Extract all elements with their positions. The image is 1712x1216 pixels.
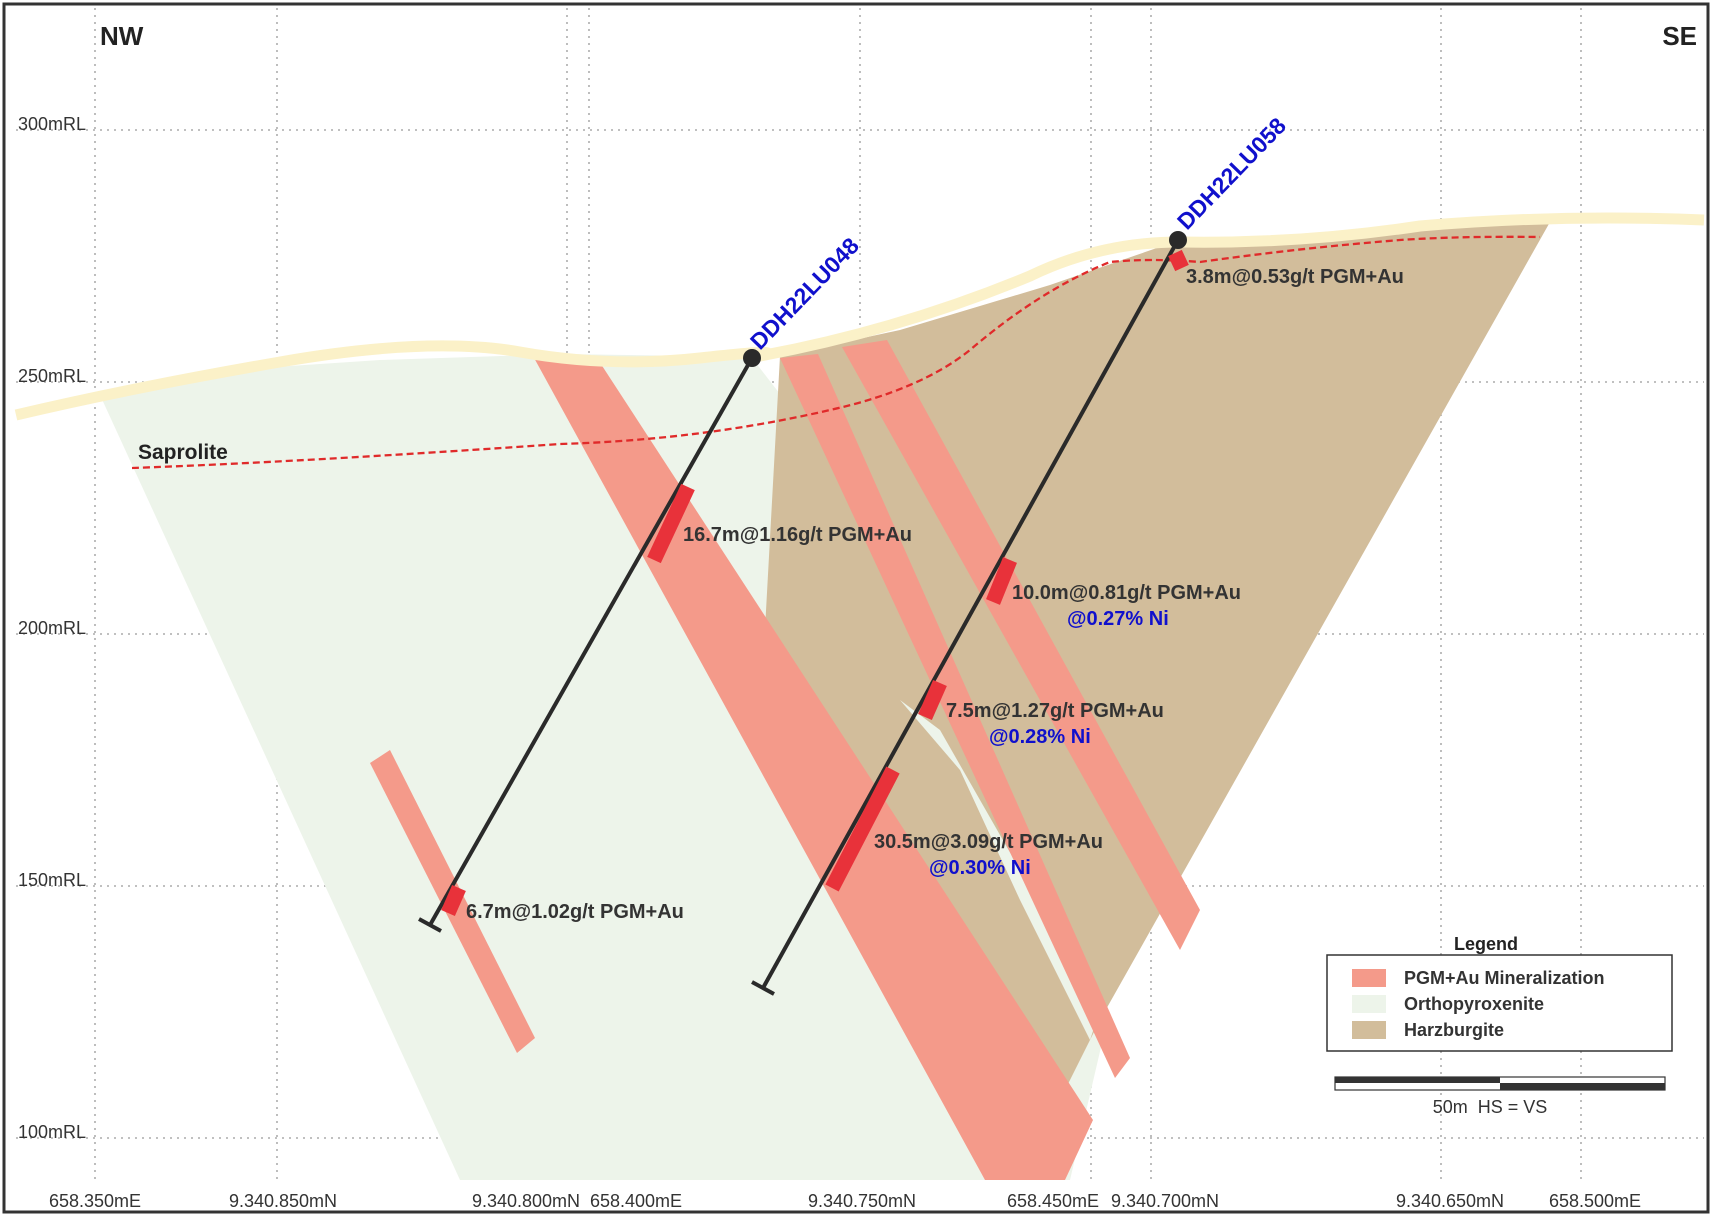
coordinate-label: 658.450mE: [1007, 1191, 1099, 1211]
coordinate-label: 9.340.800mN: [472, 1191, 580, 1211]
saprolite-boundary: [131, 235, 1541, 470]
intercept-bar-3-8m: [1168, 249, 1189, 272]
legend-swatch-mineralization: [1352, 969, 1386, 987]
intercept-bar-7-5m: [918, 679, 947, 721]
legend-item-harzburgite: Harzburgite: [1404, 1020, 1504, 1040]
drill-trace-end-ddh22lu058: [751, 980, 775, 996]
mineralized-zone-2: [780, 354, 1130, 1078]
elevation-label: 200mRL: [18, 618, 86, 638]
harzburgite-unit: [760, 222, 1550, 1100]
scale-bar: 50m HS = VS: [1334, 1076, 1666, 1117]
drill-trace-end-ddh22lu048: [418, 917, 442, 933]
intercept-bar-30-5m: [825, 766, 900, 892]
scale-bar-label: 50m HS = VS: [1433, 1097, 1548, 1117]
coordinate-label: 9.340.750mN: [808, 1191, 916, 1211]
legend-item-orthopyroxenite: Orthopyroxenite: [1404, 994, 1544, 1014]
elevation-label: 250mRL: [18, 366, 86, 386]
coordinate-label: 658.350mE: [49, 1191, 141, 1211]
coordinate-label: 9.340.700mN: [1111, 1191, 1219, 1211]
intercept-ni-label: @0.27% Ni: [1067, 608, 1169, 630]
elevation-label: 100mRL: [18, 1122, 86, 1142]
collar-ddh22lu048: [743, 349, 761, 367]
drill-traces: [418, 231, 1187, 996]
topographic-surface: [14, 212, 1705, 421]
orthopyroxenite-sliver: [900, 700, 1100, 1040]
elevation-labels: 300mRL 250mRL 200mRL 150mRL 100mRL: [18, 114, 86, 1142]
intercept-ni-label: @0.28% Ni: [989, 726, 1091, 748]
scale-bar-segment: [1500, 1083, 1665, 1090]
mineralized-zone-1: [533, 356, 1093, 1180]
coordinate-label: 658.400mE: [590, 1191, 682, 1211]
coordinate-labels: 658.350mE 9.340.850mN 9.340.800mN 658.40…: [49, 1191, 1641, 1211]
mineralized-zone-3: [842, 340, 1200, 950]
intercept-label: 6.7m@1.02g/t PGM+Au: [466, 901, 684, 923]
coordinate-label: 658.500mE: [1549, 1191, 1641, 1211]
legend-title: Legend: [1454, 934, 1518, 954]
coordinate-label: 9.340.650mN: [1396, 1191, 1504, 1211]
se-label: SE: [1662, 21, 1697, 51]
elevation-label: 150mRL: [18, 870, 86, 890]
intercept-label: 10.0m@0.81g/t PGM+Au: [1012, 582, 1241, 604]
coordinate-label: 9.340.850mN: [229, 1191, 337, 1211]
intercept-bars: [441, 249, 1189, 917]
legend-item-mineralization: PGM+Au Mineralization: [1404, 968, 1605, 988]
intercept-label: 30.5m@3.09g/t PGM+Au: [874, 831, 1103, 853]
legend-swatch-harzburgite: [1352, 1021, 1386, 1039]
intercept-bar-6-7m: [441, 884, 466, 917]
geology-units: [100, 222, 1550, 1180]
collar-ddh22lu058: [1169, 231, 1187, 249]
intercept-label: 16.7m@1.16g/t PGM+Au: [683, 524, 912, 546]
drill-trace-ddh22lu058: [761, 239, 1180, 989]
intercept-label: 7.5m@1.27g/t PGM+Au: [946, 700, 1164, 722]
intercept-ni-label: @0.30% Ni: [929, 857, 1031, 879]
intercept-annotations: 16.7m@1.16g/t PGM+Au 6.7m@1.02g/t PGM+Au…: [466, 266, 1404, 923]
nw-label: NW: [100, 21, 144, 51]
drill-trace-ddh22lu048: [428, 357, 754, 926]
legend-swatch-orthopyroxenite: [1352, 995, 1386, 1013]
intercept-label: 3.8m@0.53g/t PGM+Au: [1186, 266, 1404, 288]
intercept-bar-10-0m: [986, 557, 1017, 605]
legend: Legend PGM+Au Mineralization Orthopyroxe…: [1326, 934, 1673, 1052]
scale-bar-segment: [1335, 1077, 1500, 1083]
intercept-bar-16-7m: [647, 483, 695, 564]
elevation-label: 300mRL: [18, 114, 86, 134]
saprolite-label: Saprolite: [138, 441, 228, 464]
